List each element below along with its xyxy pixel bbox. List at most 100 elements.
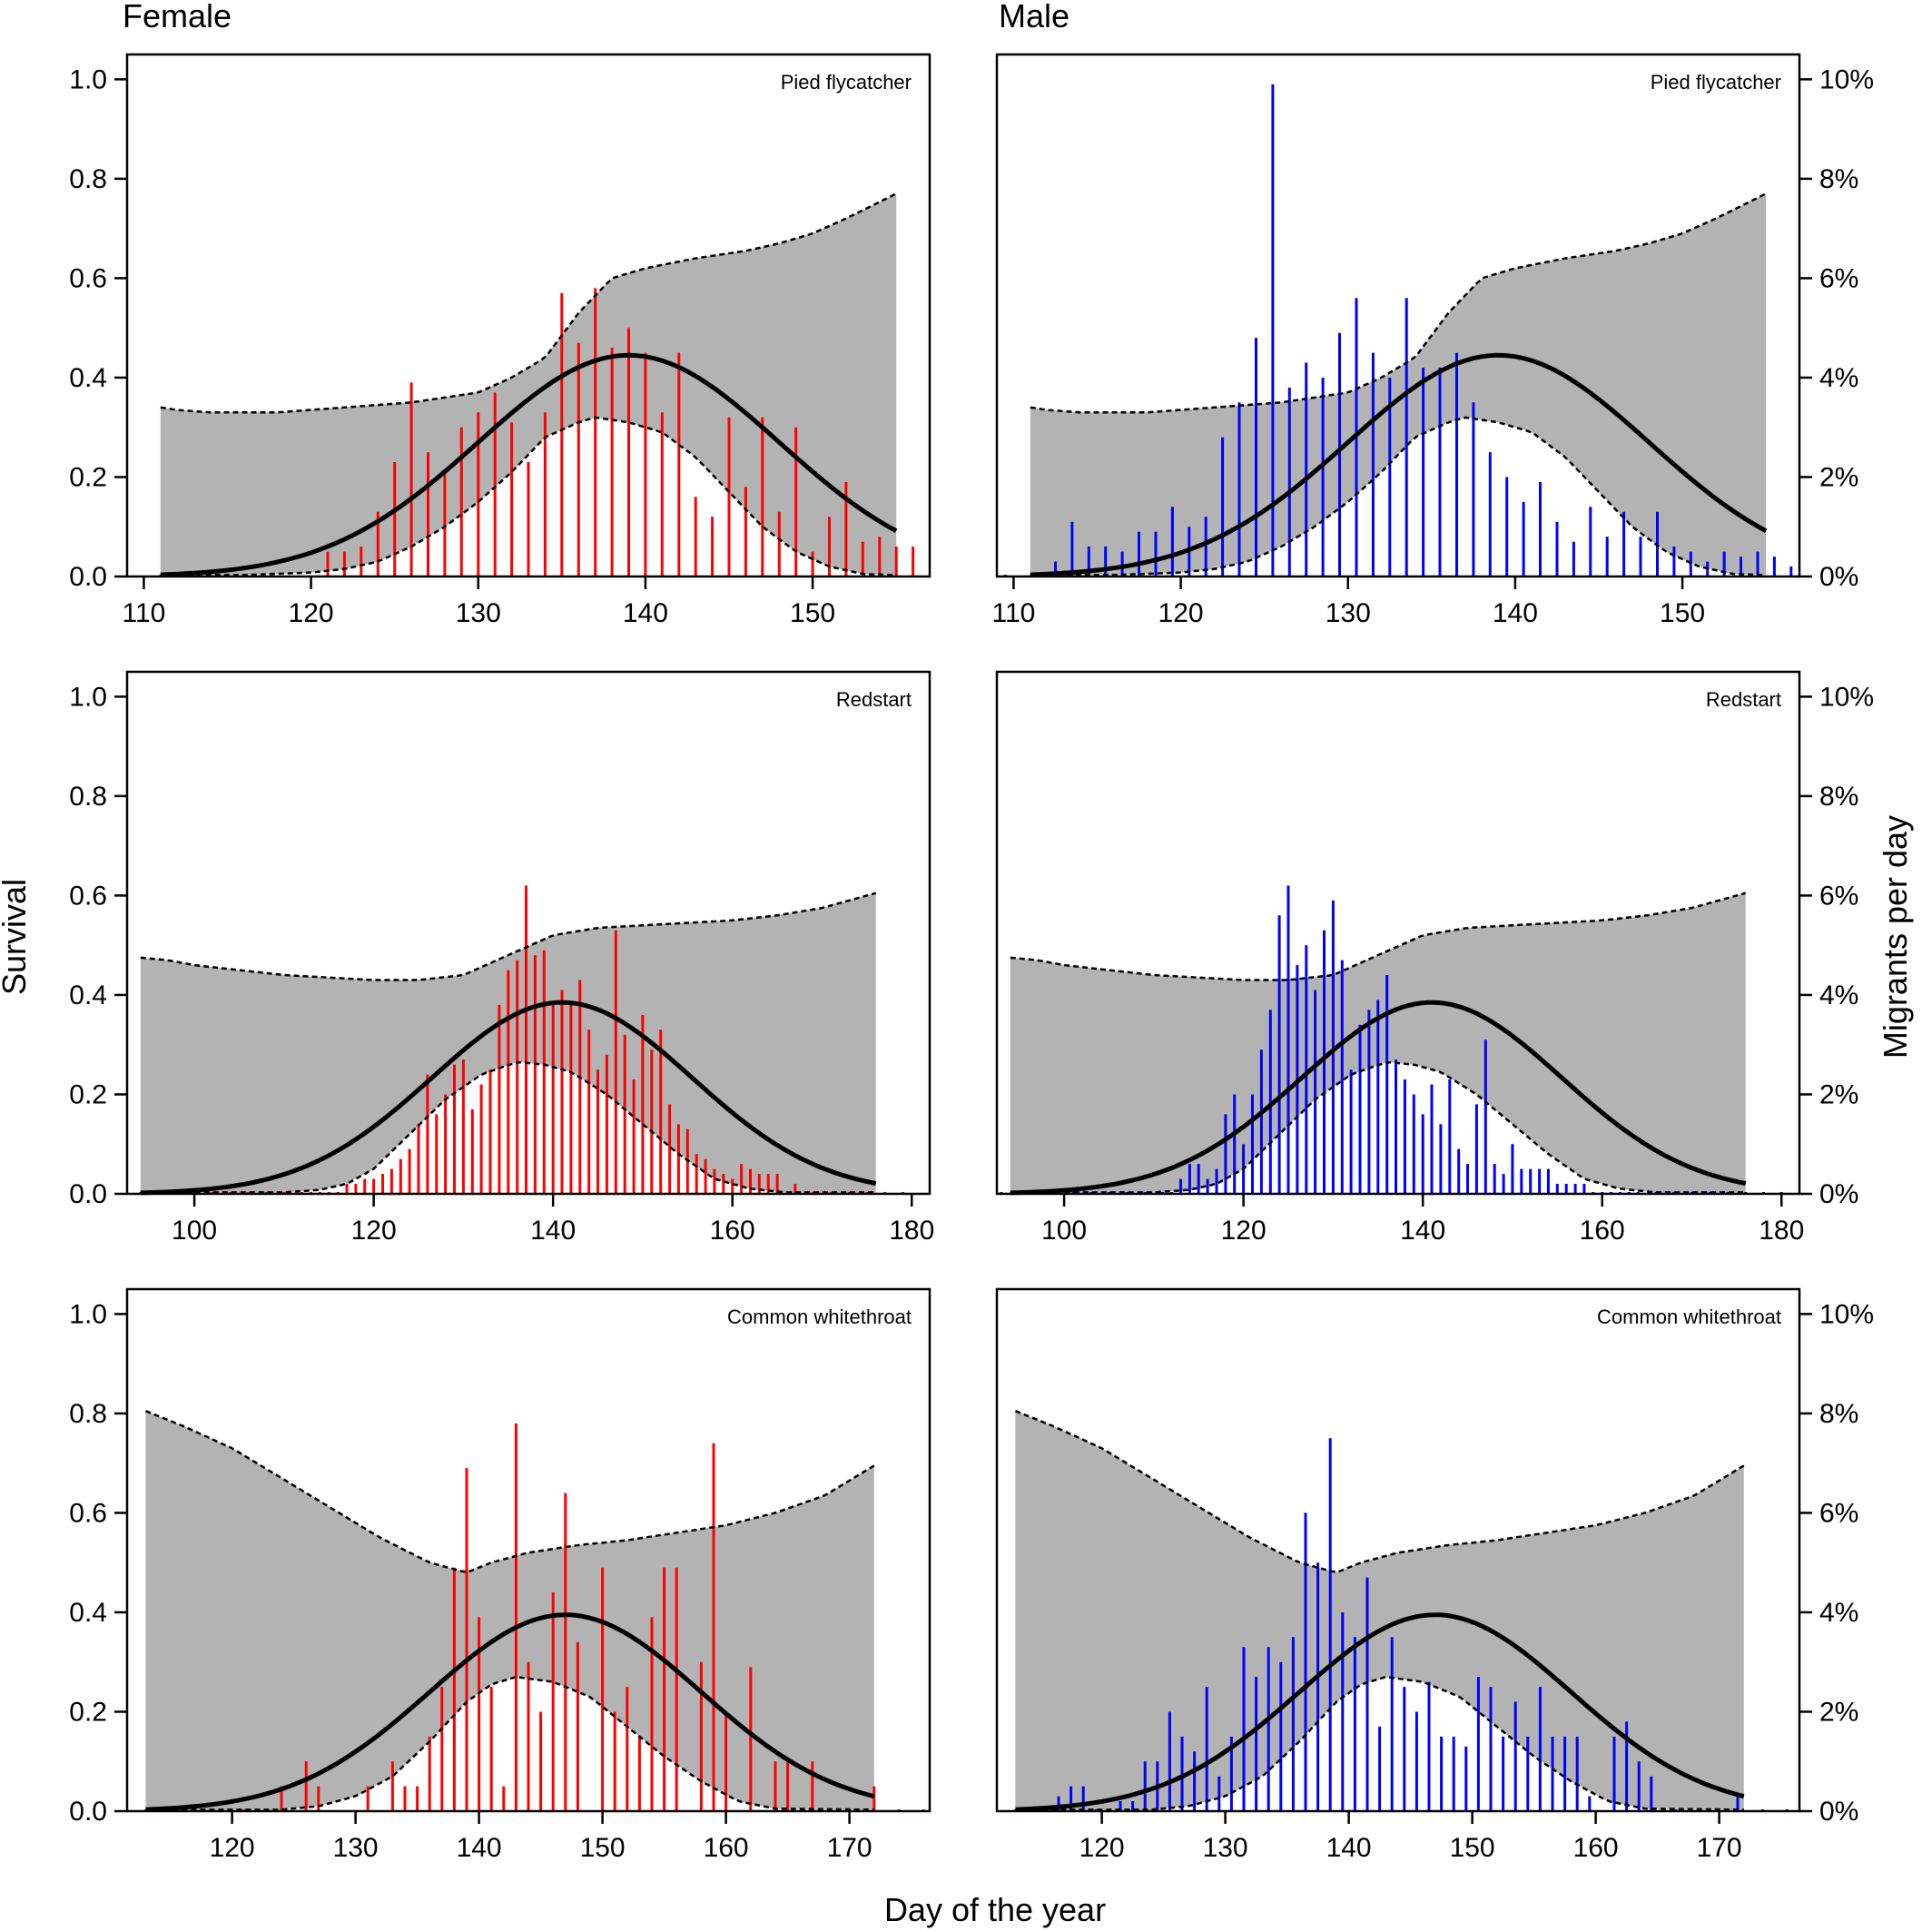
band-lower-line xyxy=(1015,1675,1744,1811)
species-label: Common whitethroat xyxy=(727,1305,912,1328)
x-tick-label: 150 xyxy=(1450,1833,1495,1863)
y-tick-label: 0.6 xyxy=(69,1498,107,1528)
y2-tick-label: 10% xyxy=(1819,64,1874,94)
y2-tick-label: 2% xyxy=(1819,462,1858,492)
x-tick-label: 130 xyxy=(1326,598,1371,628)
y-tick-label: 0.8 xyxy=(69,782,107,812)
y-tick-label: 0.2 xyxy=(69,462,107,492)
x-tick-label: 140 xyxy=(530,1216,576,1246)
survival-curve xyxy=(160,352,898,577)
band-lower-line xyxy=(1010,1060,1746,1194)
x-tick-label: 170 xyxy=(1697,1833,1742,1863)
confidence-band xyxy=(1015,1411,1744,1810)
panel-pied-flycatcher-female: Pied flycatcher 110 120 130 140 150 0.0 0.2 0.4 0… xyxy=(69,53,932,628)
y2-tick-label: 6% xyxy=(1819,881,1858,911)
x-tick-label: 180 xyxy=(1759,1216,1804,1246)
migrant-bars xyxy=(159,288,915,576)
x-tick-label: 130 xyxy=(333,1833,379,1863)
y-tick-label: 0.8 xyxy=(69,164,107,194)
x-tick-label: 120 xyxy=(289,598,334,628)
y-tick-label: 0.2 xyxy=(69,1697,107,1727)
y-tick-label: 1.0 xyxy=(69,682,107,712)
y-tick-label: 0.4 xyxy=(69,363,107,393)
x-tick-label: 130 xyxy=(1203,1833,1248,1863)
x-tick-label: 170 xyxy=(827,1833,872,1863)
x-tick-label: 160 xyxy=(1573,1833,1619,1863)
y-tick-label: 0.0 xyxy=(69,1179,107,1209)
x-tick-label: 100 xyxy=(1041,1216,1087,1246)
panel-common-whitethroat-female: Common whitethroat 120 130 140 150 160 170 0.0 0… xyxy=(69,1287,932,1863)
y2-tick-label: 0% xyxy=(1819,1797,1858,1827)
y2-tick-label: 10% xyxy=(1819,1299,1874,1329)
y-tick-label: 0.0 xyxy=(69,1797,107,1827)
y-tick-label: 0.6 xyxy=(69,881,107,911)
y-axis-title-survival: Survival xyxy=(0,879,33,995)
x-tick-label: 160 xyxy=(710,1216,755,1246)
y2-tick-label: 8% xyxy=(1819,164,1858,194)
x-tick-label: 120 xyxy=(351,1216,397,1246)
x-tick-label: 100 xyxy=(172,1216,217,1246)
y-tick-label: 0.8 xyxy=(69,1399,107,1429)
x-tick-label: 140 xyxy=(1400,1216,1445,1246)
plot-frame xyxy=(995,670,1801,1196)
confidence-band xyxy=(160,193,897,576)
x-tick-label: 120 xyxy=(1221,1216,1267,1246)
band-upper-line xyxy=(140,892,877,981)
plot-frame xyxy=(125,670,932,1196)
x-tick-label: 140 xyxy=(457,1833,502,1863)
panel-redstart-male: Redstart 100 120 140 160 180 0% 2% 4% 6% 8% 10% xyxy=(995,670,1874,1246)
x-tick-label: 120 xyxy=(210,1833,255,1863)
band-lower-line xyxy=(145,1675,874,1811)
x-tick-label: 110 xyxy=(992,598,1036,628)
band-upper-line xyxy=(160,192,897,414)
band-lower-line xyxy=(1030,416,1767,576)
panels: Pied flycatcher 110 120 130 140 150 0.0 0.2 0.4 0… xyxy=(69,53,1874,1863)
confidence-band xyxy=(1030,193,1767,576)
panel-common-whitethroat-male: Common whitethroat 120 130 140 150 160 170 0% 2%… xyxy=(995,1287,1874,1863)
survival-curve xyxy=(1010,1000,1747,1196)
x-tick-label: 140 xyxy=(1493,598,1538,628)
survival-curve xyxy=(1015,1612,1745,1812)
y-tick-label: 1.0 xyxy=(69,64,107,94)
migrant-bars xyxy=(139,885,904,1194)
y2-tick-label: 0% xyxy=(1819,562,1858,592)
x-tick-label: 150 xyxy=(580,1833,626,1863)
y-tick-label: 1.0 xyxy=(69,1299,107,1329)
panel-pied-flycatcher-male: Pied flycatcher 110 120 130 140 150 0% 2% 4% 6% 8%… xyxy=(992,53,1874,628)
confidence-band xyxy=(145,1411,874,1810)
species-label: Pied flycatcher xyxy=(781,71,912,94)
column-title-female: Female xyxy=(123,0,232,34)
x-tick-label: 140 xyxy=(623,598,668,628)
y2-tick-label: 8% xyxy=(1819,1399,1858,1429)
band-lower-line xyxy=(160,416,897,576)
y2-tick-label: 6% xyxy=(1819,1498,1858,1528)
y-tick-label: 0.2 xyxy=(69,1079,107,1109)
survival-curve xyxy=(140,1000,877,1196)
x-tick-label: 130 xyxy=(456,598,501,628)
x-tick-label: 140 xyxy=(1326,1833,1372,1863)
y-tick-label: 0.4 xyxy=(69,980,107,1010)
y-tick-label: 0.4 xyxy=(69,1598,107,1628)
plot-frame xyxy=(995,53,1801,578)
y2-tick-label: 6% xyxy=(1819,263,1858,293)
plot-frame xyxy=(995,1287,1801,1813)
species-label: Redstart xyxy=(1706,688,1781,711)
survival-curve xyxy=(145,1612,875,1812)
y2-tick-label: 2% xyxy=(1819,1079,1858,1109)
y2-tick-label: 4% xyxy=(1819,1598,1858,1628)
y-axis-title-migrants: Migrants per day xyxy=(1877,815,1914,1059)
band-lower-line xyxy=(140,1060,876,1194)
plot-frame xyxy=(125,53,932,578)
y2-tick-label: 0% xyxy=(1819,1179,1858,1209)
x-tick-label: 160 xyxy=(704,1833,749,1863)
y2-tick-label: 2% xyxy=(1819,1697,1858,1727)
species-label: Common whitethroat xyxy=(1597,1305,1781,1328)
panel-redstart-female: Redstart 100 120 140 160 180 0.0 0.2 0.4 0.6 0.8 1.… xyxy=(69,670,934,1246)
column-title-male: Male xyxy=(999,0,1070,34)
survival-curve xyxy=(1030,352,1768,577)
x-tick-label: 120 xyxy=(1158,598,1204,628)
x-tick-label: 150 xyxy=(1660,598,1705,628)
y2-tick-label: 10% xyxy=(1819,682,1874,712)
x-tick-label: 120 xyxy=(1079,1833,1125,1863)
